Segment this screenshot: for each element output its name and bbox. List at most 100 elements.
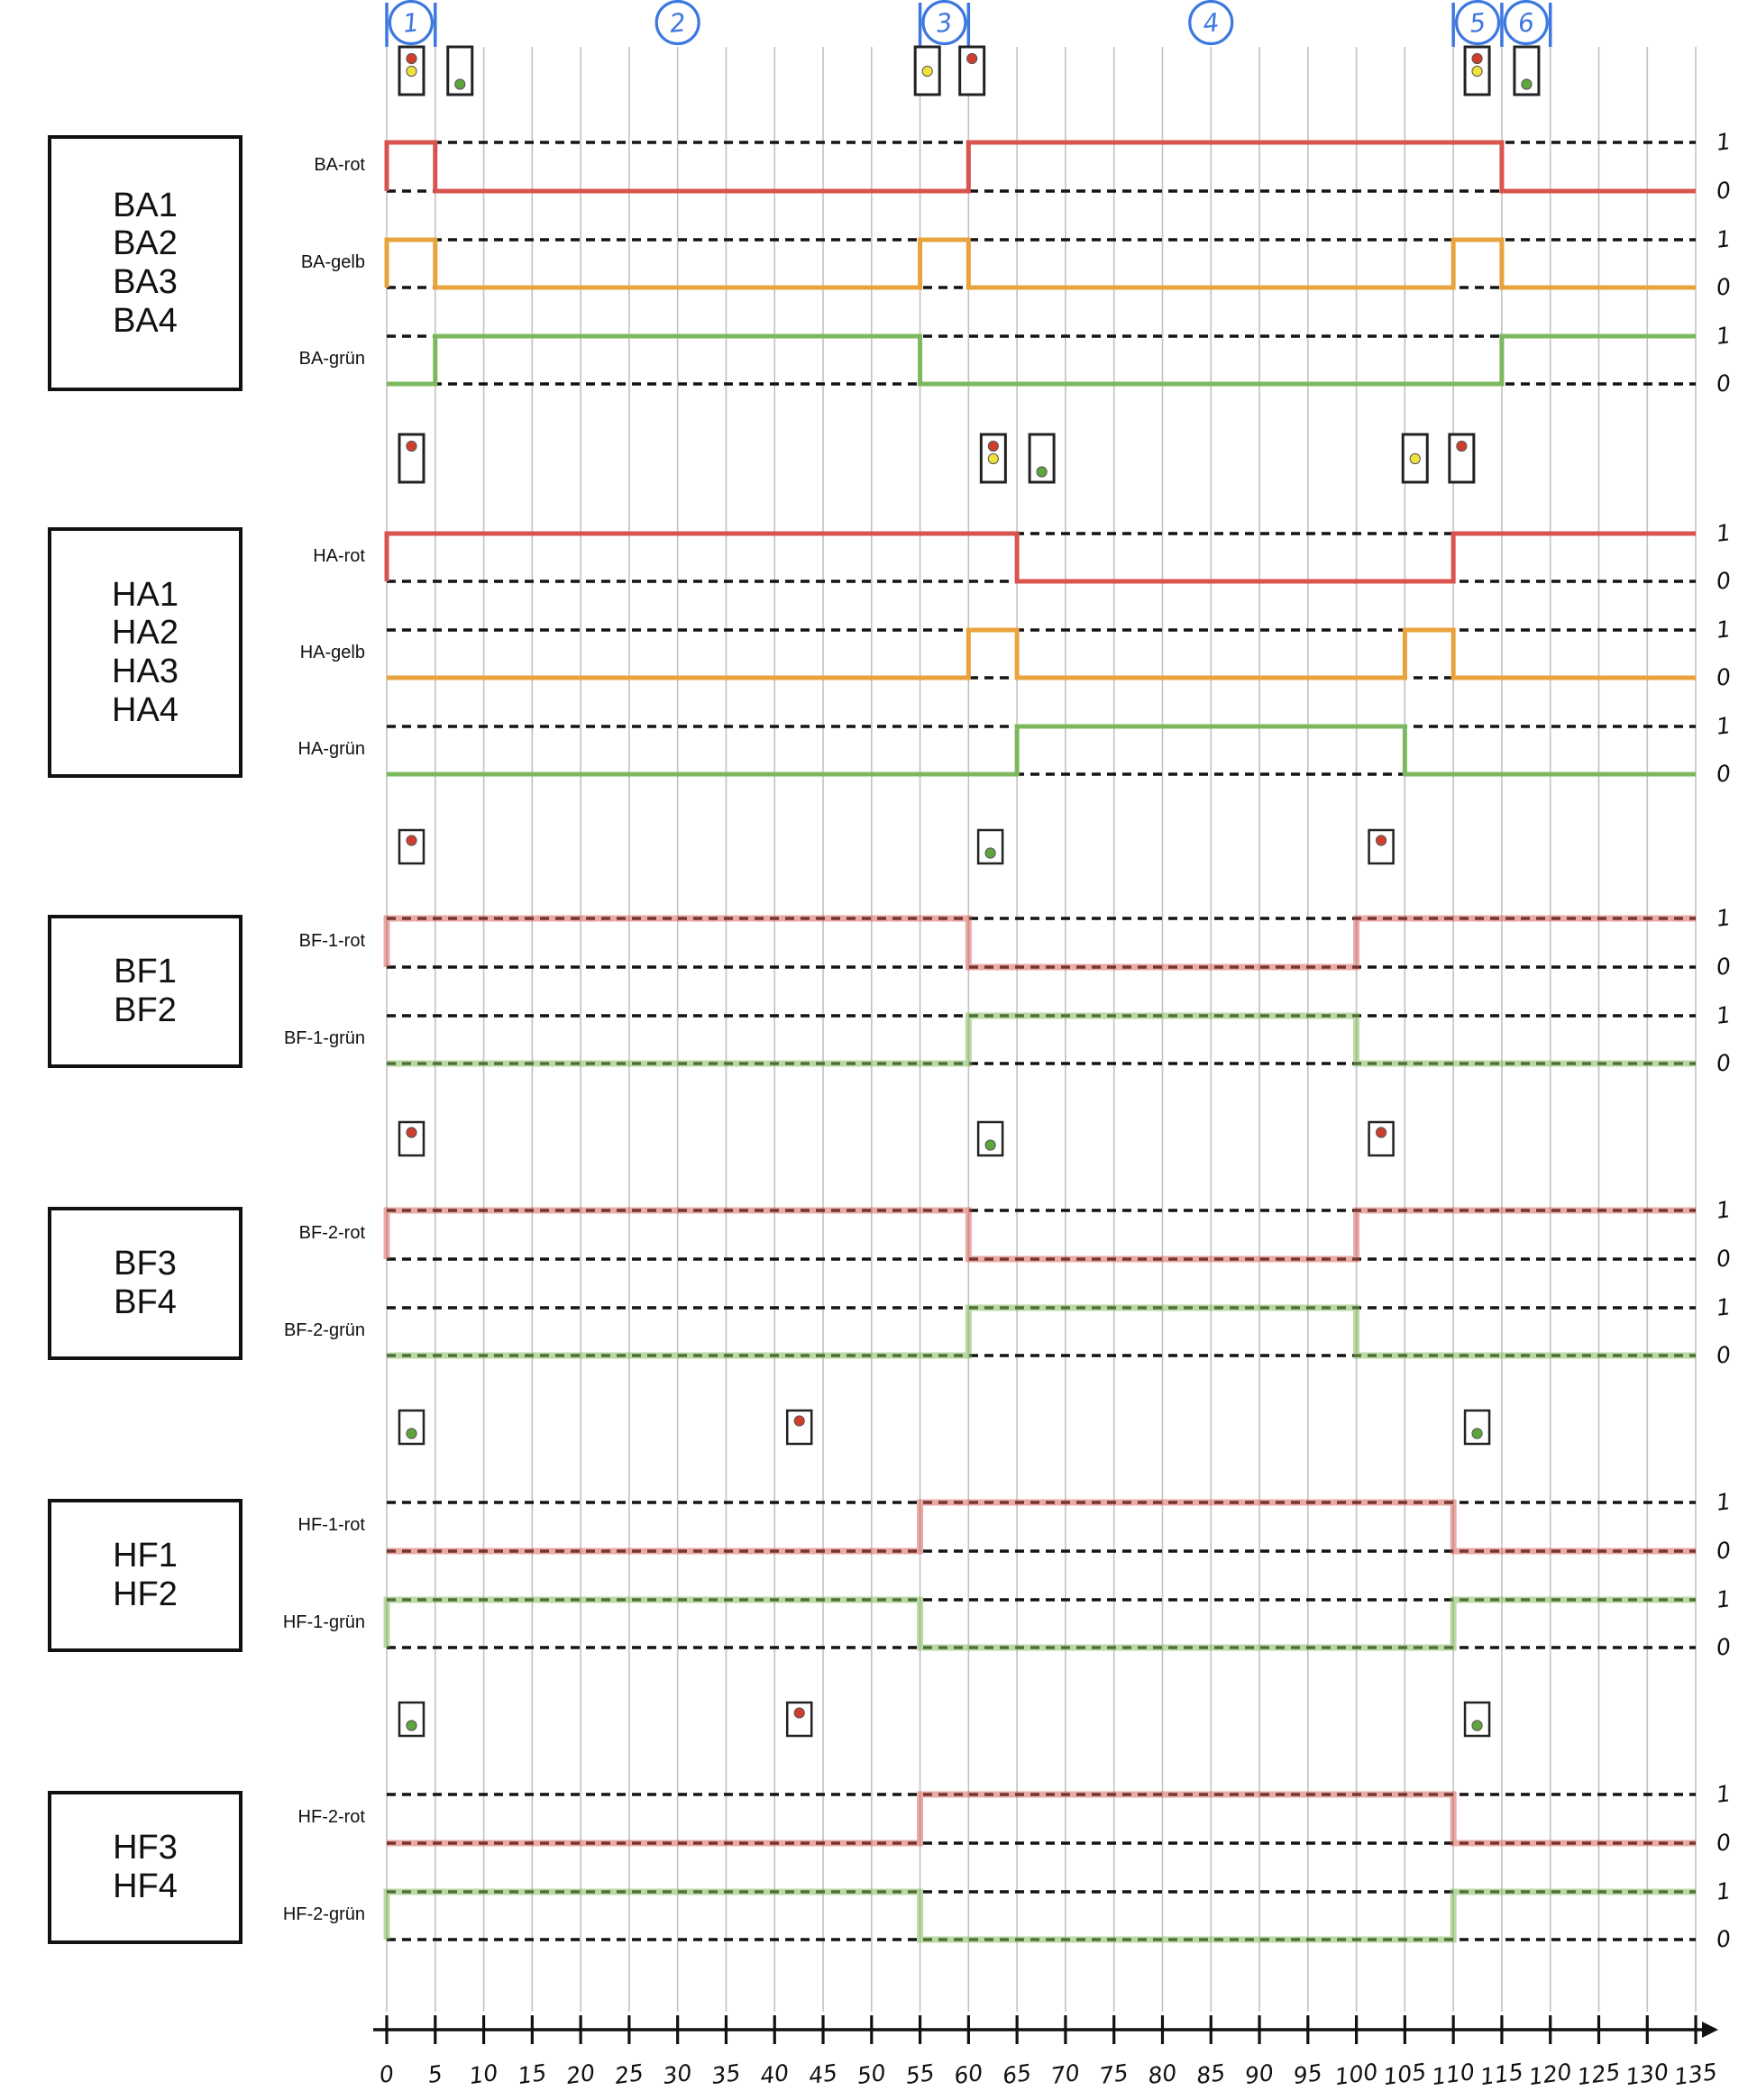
level-value-labels: 1 0 1 0 1 0 1 0 1 0 1 0 1 0 1 0 1 0 1 0 1 0 1 0 1 0 1 0 [1715,128,1732,1953]
traffic-light-icon-green [446,45,474,96]
signal-label-hf2-rot: HF-2-rot [297,1807,365,1827]
yellow-light-dot [406,65,417,78]
level-label-0-HA-gelb: 0 [1715,663,1732,691]
yellow-light-dot [987,452,999,465]
timing-grid [386,47,1697,2012]
group-box-ba: BA1 BA2 BA3 BA4 [48,135,243,391]
trace-BF-2-rot [383,1207,1696,1263]
group-box-hf34: HF3 HF4 [48,1791,243,1944]
red-light-dot [406,1127,417,1138]
axis-tick-label-70: 70 [1049,2059,1082,2089]
level-label-1-HF-2-rot: 1 [1715,1780,1732,1808]
trace-HF-2-grün [383,1888,1696,1943]
traffic-light-icon-green [1028,433,1056,484]
traffic-light-icon-green [976,1120,1004,1157]
axis-tick-label-110: 110 [1430,2059,1476,2090]
signal-label-hf1-gruen: HF-1-grün [282,1612,365,1632]
axis-tick-label-100: 100 [1333,2059,1379,2090]
trace-HA-grün [387,724,1696,777]
axis-tick-label-60: 60 [953,2059,985,2089]
trace-BF-1-rot [383,915,1696,971]
group-box-bf12: BF1 BF2 [48,915,243,1068]
traffic-light-icon-red [1368,828,1395,865]
axis-tick-label-30: 30 [662,2059,694,2089]
traffic-light-icon-red [398,828,426,865]
green-light-dot [1471,1428,1483,1439]
traffic-light-icon-yellow [913,45,941,96]
green-light-dot [984,847,996,859]
trace-BA-gelb [384,237,1696,290]
level-label-1-HA-gelb: 1 [1715,616,1732,644]
axis-tick-label-25: 25 [613,2059,645,2089]
axis-tick-label-10: 10 [468,2059,500,2089]
traffic-light-housing [1028,433,1056,484]
phase-circle-1 [388,0,434,46]
traffic-light-icon-green [1463,1409,1491,1446]
phase-number-4: 4 [1202,7,1221,39]
signal-label-ba-rot: BA-rot [314,155,365,175]
trace-HF-2-rot [387,1791,1696,1847]
axis-tick-label-85: 85 [1194,2059,1227,2089]
phase-circle-3 [921,0,967,46]
traffic-light-icon-red-yellow [398,45,426,96]
axis-tick-label-95: 95 [1292,2059,1324,2089]
green-light-dot [1036,466,1048,478]
level-label-0-HA-grün: 0 [1715,760,1732,788]
axis-tick-label-5: 5 [426,2060,444,2088]
level-label-1-BA-gelb: 1 [1715,225,1732,253]
green-light-dot [406,1428,417,1439]
axis-tick-label-90: 90 [1243,2059,1276,2089]
phase-number-5: 5 [1469,7,1487,39]
level-label-0-HF-1-grün: 0 [1715,1633,1732,1661]
red-light-dot [1456,440,1468,452]
level-label-1-BF-1-grün: 1 [1715,1001,1732,1029]
level-label-1-BA-grün: 1 [1715,322,1732,350]
level-label-0-HA-rot: 0 [1715,567,1732,595]
red-light-dot [1375,1127,1387,1138]
signal-label-bf2-rot: BF-2-rot [298,1223,365,1243]
level-label-0-HF-2-grün: 0 [1715,1925,1732,1953]
yellow-light-dot [1471,65,1483,78]
level-label-1-HA-rot: 1 [1715,519,1732,547]
axis-tick-label-80: 80 [1147,2059,1179,2089]
signal-label-hf1-rot: HF-1-rot [297,1515,365,1535]
trace-HF-1-grün [383,1596,1696,1651]
traffic-light-icon-red [1368,1120,1395,1157]
axis-tick-label-130: 130 [1624,2059,1670,2090]
traffic-light-icon-yellow [1401,433,1429,484]
level-label-1-BA-rot: 1 [1715,128,1732,156]
traffic-light-icon-green [976,828,1004,865]
level-label-1-HF-1-grün: 1 [1715,1585,1732,1613]
phase-number-1: 1 [401,7,420,39]
axis-tick-label-135: 135 [1672,2059,1718,2090]
axis-tick-label-105: 105 [1382,2059,1428,2090]
level-label-0-HF-2-rot: 0 [1715,1829,1732,1857]
green-light-dot [454,78,466,90]
group-box-bf34: BF3 BF4 [48,1207,243,1360]
level-label-1-BF-2-grün: 1 [1715,1293,1732,1321]
phase-number-3: 3 [935,7,954,39]
time-axis-arrowhead [1702,2022,1718,2038]
traffic-light-icon-red [785,1701,813,1738]
phase-circle-6 [1503,0,1549,46]
level-label-0-BF-2-rot: 0 [1715,1245,1732,1273]
level-label-0-HF-1-rot: 0 [1715,1537,1732,1565]
red-light-dot [987,440,999,452]
traffic-light-icon-red [398,1120,426,1157]
trace-BA-grün [387,333,1696,387]
phase-number-2: 2 [668,7,687,39]
signal-label-ha-gruen: HA-grün [297,739,365,759]
signal-label-ba-gelb: BA-gelb [300,252,365,272]
traffic-light-icon-red [958,45,986,96]
trace-HF-1-rot [387,1499,1696,1555]
axis-tick-label-75: 75 [1098,2059,1130,2089]
axis-tick-label-65: 65 [1001,2059,1033,2089]
axis-tick-label-20: 20 [564,2059,597,2089]
traffic-light-housing [1401,433,1429,484]
traffic-light-icon-red [1448,433,1476,484]
trace-HA-gelb [387,627,1696,680]
trace-BF-2-grün [387,1304,1696,1359]
axis-tick-label-40: 40 [758,2059,791,2089]
